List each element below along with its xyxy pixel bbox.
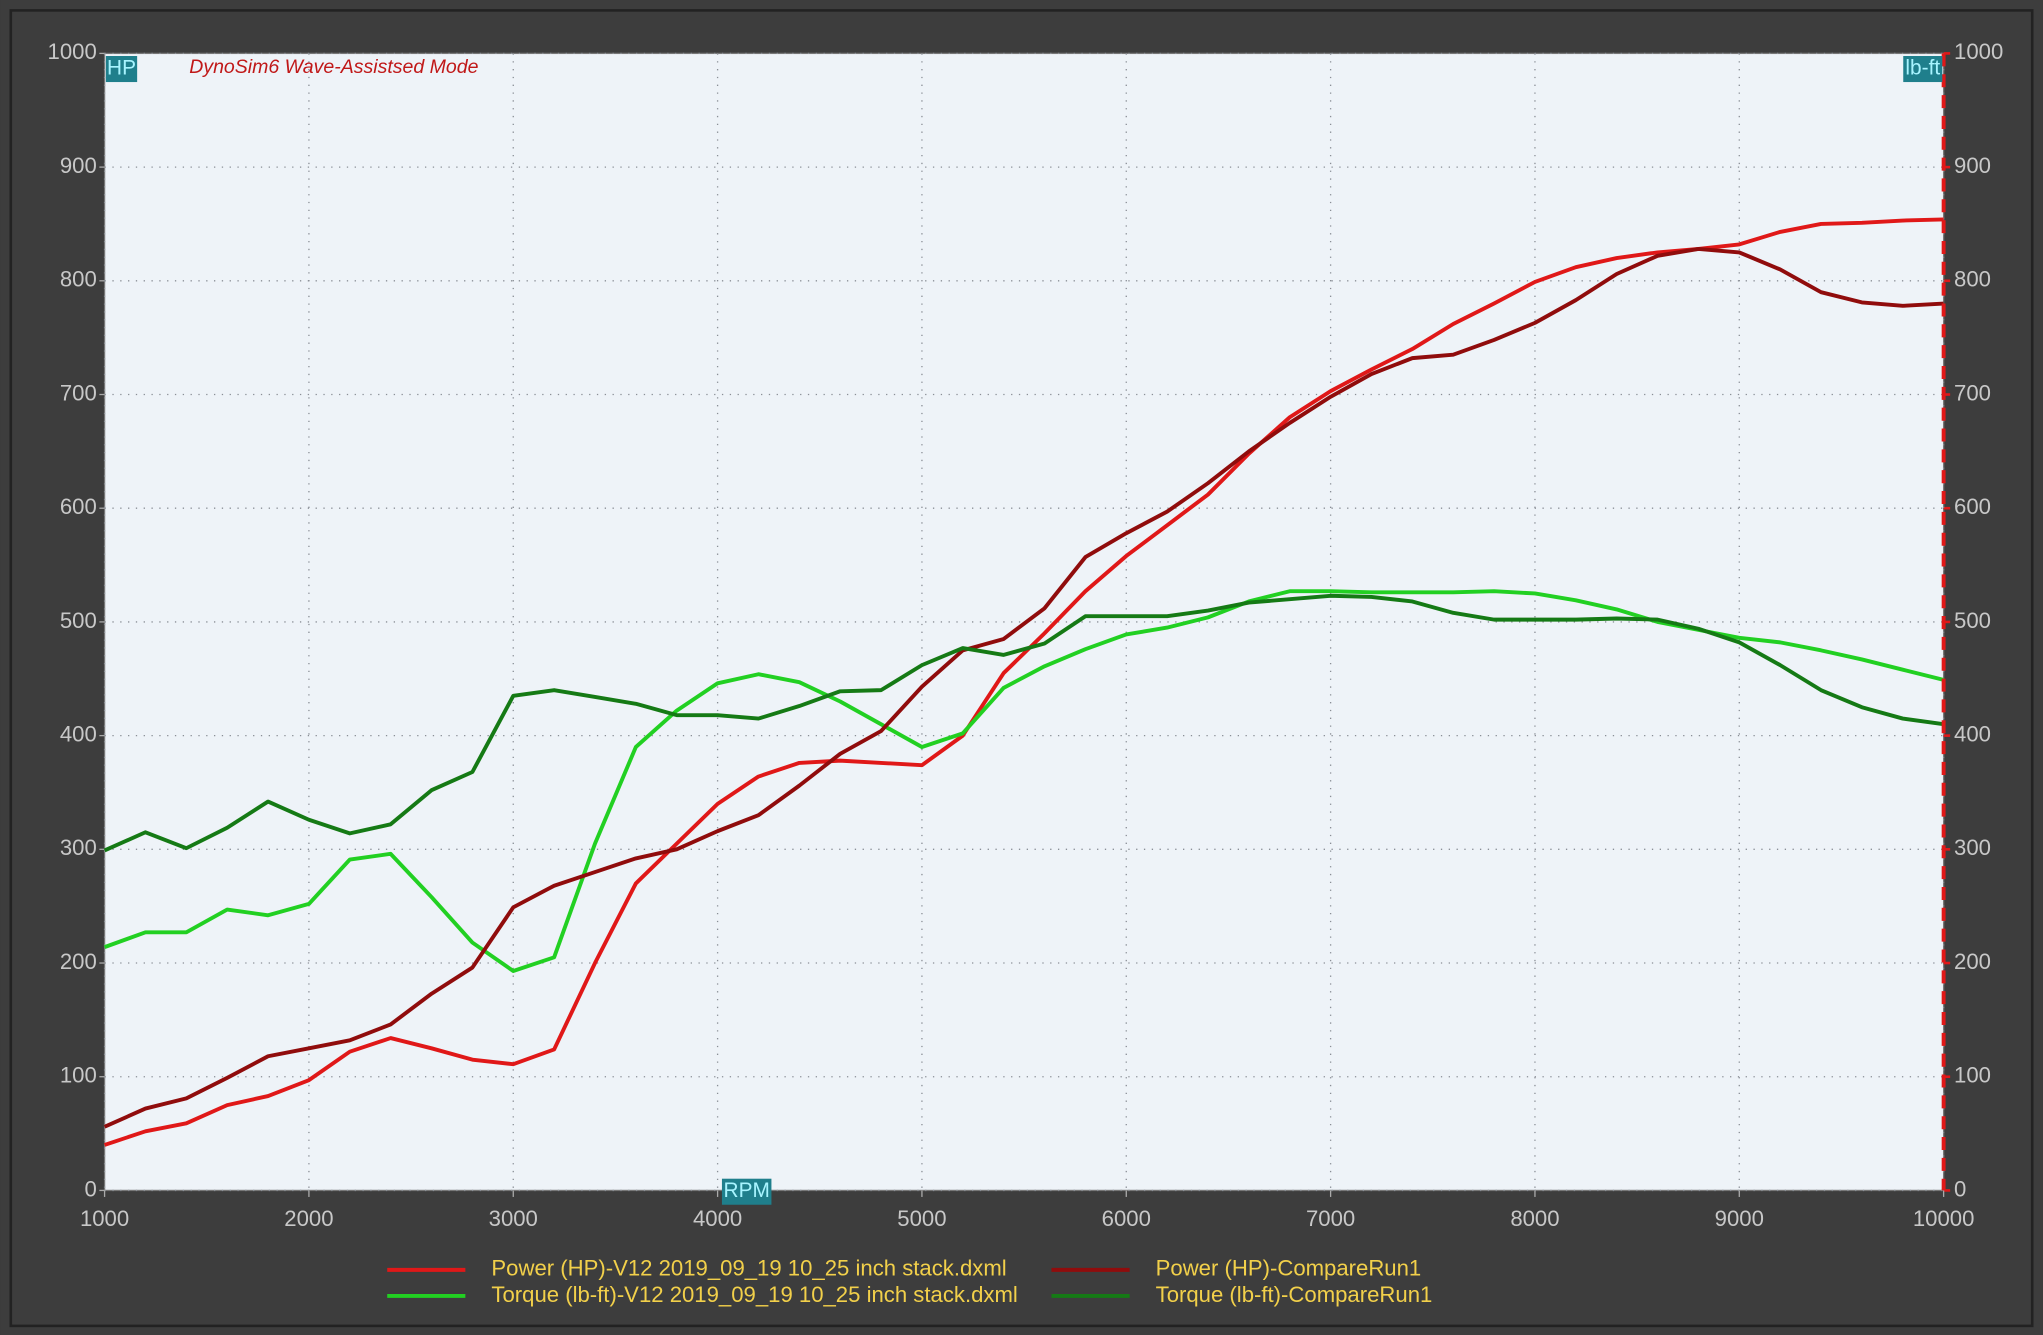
y-tick-label: 300 (60, 835, 97, 860)
y2-tick-label: 200 (1954, 949, 1991, 974)
x-tick-label: 9000 (1715, 1206, 1764, 1231)
subtitle: DynoSim6 Wave-Assistsed Mode (189, 56, 478, 78)
y2-tick-label: 100 (1954, 1063, 1991, 1088)
x-tick-label: 6000 (1102, 1206, 1151, 1231)
x-tick-label: 2000 (284, 1206, 333, 1231)
x-tick-label: 4000 (693, 1206, 742, 1231)
y2-tick-label: 800 (1954, 267, 1991, 292)
y-tick-label: 900 (60, 153, 97, 178)
y-tick-label: 200 (60, 949, 97, 974)
x-tick-label: 3000 (489, 1206, 538, 1231)
y2-tick-label: 1000 (1954, 39, 2003, 64)
y-tick-label: 100 (60, 1063, 97, 1088)
y2-tick-label: 700 (1954, 380, 1991, 405)
y2-tick-label: 300 (1954, 835, 1991, 860)
y-tick-label: 0 (84, 1176, 96, 1201)
x-tick-label: 1000 (80, 1206, 129, 1231)
series-line (103, 217, 1944, 1147)
y-tick-label: 600 (60, 494, 97, 519)
y-label-box (105, 56, 138, 83)
y2-axis-label: lb-ft (1905, 57, 1940, 80)
y2-tick-label: 500 (1954, 608, 1991, 633)
x-label-box (721, 1178, 772, 1205)
y-axis-label: HP (107, 57, 136, 80)
y-tick-label: 400 (60, 721, 97, 746)
x-tick-label: 7000 (1306, 1206, 1355, 1231)
y2-tick-label: 0 (1954, 1176, 1966, 1201)
legend-label: Torque (lb-ft)-CompareRun1 (1156, 1282, 1433, 1307)
y2-tick-label: 600 (1954, 494, 1991, 519)
series-line (103, 247, 1944, 1129)
y2-label-box (1903, 56, 1943, 83)
x-tick-label: 5000 (897, 1206, 946, 1231)
x-tick-label: 8000 (1510, 1206, 1559, 1231)
x-tick-label: 10000 (1913, 1206, 1975, 1231)
y-tick-label: 1000 (48, 39, 97, 64)
y-tick-label: 700 (60, 380, 97, 405)
series-line (103, 593, 1944, 853)
legend-label: Torque (lb-ft)-V12 2019_09_19 10_25 inch… (491, 1282, 1017, 1307)
y2-tick-label: 400 (1954, 721, 1991, 746)
y-tick-label: 500 (60, 608, 97, 633)
series-line (103, 589, 1945, 973)
y-tick-label: 800 (60, 267, 97, 292)
y2-tick-label: 900 (1954, 153, 1991, 178)
legend-label: Power (HP)-CompareRun1 (1156, 1256, 1422, 1281)
x-axis-label: RPM (724, 1179, 770, 1202)
frame (9, 9, 2034, 1328)
legend-label: Power (HP)-V12 2019_09_19 10_25 inch sta… (491, 1256, 1006, 1281)
